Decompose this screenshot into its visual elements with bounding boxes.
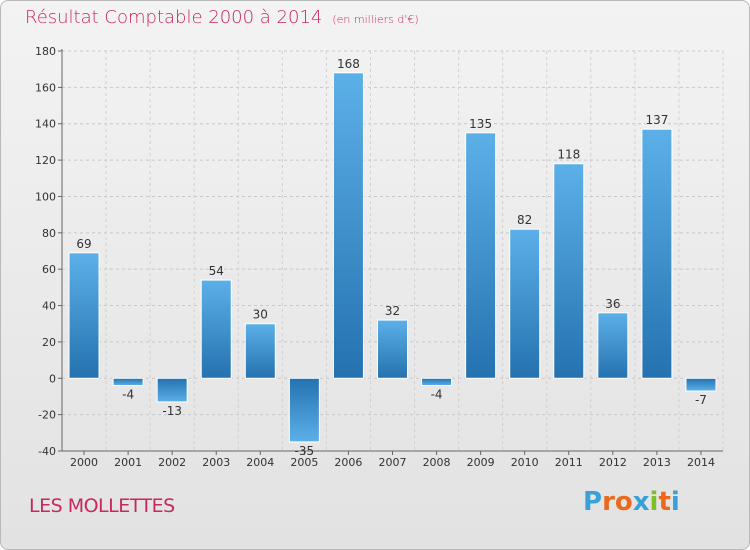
bar-2011 [553, 163, 585, 379]
data-label-2014: -7 [695, 393, 707, 407]
data-label-2000: 69 [76, 237, 91, 251]
commune-name: LES MOLLETTES [29, 495, 175, 517]
data-label-2006: 168 [337, 57, 360, 71]
x-tick-label: 2010 [511, 456, 539, 469]
x-tick-label: 2005 [290, 456, 318, 469]
x-tick-label: 2000 [70, 456, 98, 469]
x-tick-label: 2007 [379, 456, 407, 469]
chart-title: Résultat Comptable 2000 à 2014 (en millie… [25, 7, 419, 28]
y-tick-label: -20 [38, 409, 56, 422]
bar-2008 [421, 377, 453, 387]
logo-letter: o [614, 487, 633, 517]
logo-letter: P [583, 487, 603, 517]
bar-2009 [465, 132, 497, 379]
chart-title-text: Résultat Comptable 2000 à 2014 [25, 7, 323, 28]
bar-2001 [112, 377, 144, 387]
data-label-2004: 30 [253, 308, 268, 322]
data-label-2001: -4 [122, 388, 134, 402]
bar-2005 [288, 377, 320, 443]
bar-2000 [68, 252, 100, 379]
data-label-2002: -13 [162, 404, 182, 418]
data-label-2010: 82 [517, 213, 532, 227]
bar-2014 [685, 377, 717, 392]
data-label-2005: -35 [295, 444, 315, 458]
logo-letter: t [658, 487, 671, 517]
logo-letter: i [649, 487, 659, 517]
logo-letter: i [670, 487, 680, 517]
bar-2004 [244, 323, 276, 379]
y-tick-label: 40 [42, 300, 56, 313]
x-tick-label: 2004 [246, 456, 274, 469]
y-tick-label: 120 [35, 154, 56, 167]
x-tick-label: 2011 [555, 456, 583, 469]
x-tick-label: 2008 [423, 456, 451, 469]
y-tick-label: 20 [42, 336, 56, 349]
x-tick-label: 2013 [643, 456, 671, 469]
proxiti-logo: Proxiti [583, 487, 680, 517]
x-tick-label: 2012 [599, 456, 627, 469]
y-tick-label: 100 [35, 190, 56, 203]
x-tick-label: 2009 [467, 456, 495, 469]
bar-2006 [332, 72, 364, 379]
bars [68, 72, 717, 443]
data-label-2008: -4 [431, 388, 443, 402]
x-tick-label: 2001 [114, 456, 142, 469]
y-tick-label: 140 [35, 118, 56, 131]
data-label-2013: 137 [645, 113, 668, 127]
logo-letter: x [632, 487, 650, 517]
bar-2013 [641, 128, 673, 379]
axes: -40 -20 0 20 40 60 80 100 120 140 160 180 2000 2001 20… [35, 45, 723, 469]
bar-2002 [156, 377, 188, 403]
y-tick-label: 60 [42, 263, 56, 276]
y-tick-label: 180 [35, 45, 56, 58]
bar-2012 [597, 312, 629, 379]
bar-2007 [377, 319, 408, 379]
data-label-2007: 32 [385, 304, 400, 318]
bar-2010 [509, 228, 541, 379]
data-label-2009: 135 [469, 117, 492, 131]
x-tick-label: 2006 [334, 456, 362, 469]
y-tick-label: -40 [38, 445, 56, 458]
bar-2003 [200, 279, 232, 379]
data-label-2011: 118 [557, 148, 580, 162]
data-labels: 69 -4 -13 54 30 -35 168 32 -4 135 82 118 36 137 -7 [76, 57, 707, 458]
x-tick-label: 2002 [158, 456, 186, 469]
y-tick-label: 80 [42, 227, 56, 240]
y-tick-label: 0 [49, 372, 56, 385]
x-tick-label: 2003 [202, 456, 230, 469]
data-label-2012: 36 [605, 297, 620, 311]
chart-unit: (en milliers d'€) [332, 13, 419, 26]
x-tick-label: 2014 [687, 456, 715, 469]
y-tick-label: 160 [35, 81, 56, 94]
logo-letter: r [602, 487, 615, 517]
data-label-2003: 54 [209, 264, 224, 278]
